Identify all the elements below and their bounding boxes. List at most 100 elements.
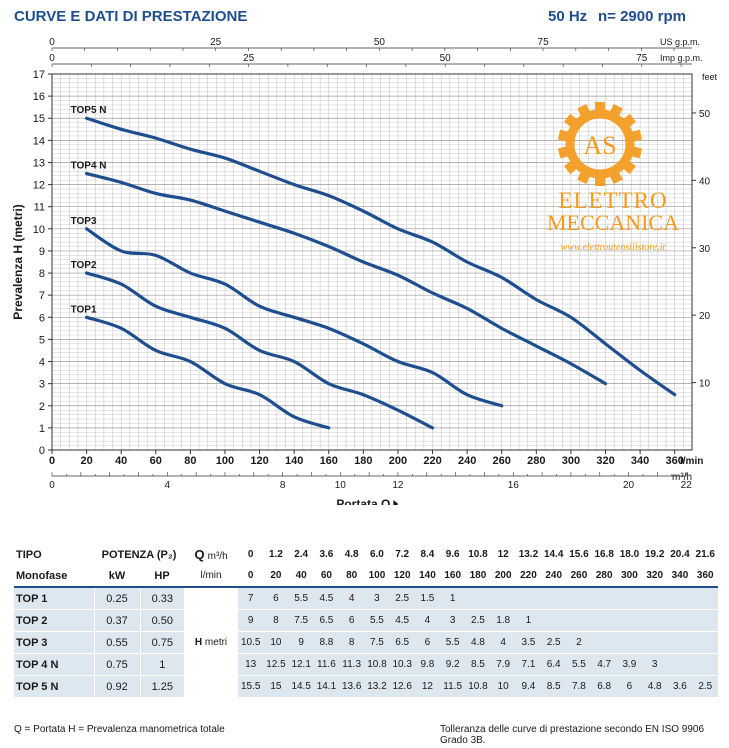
logo-gear-tooth bbox=[564, 113, 580, 130]
y-tick-label: 6 bbox=[39, 312, 45, 324]
x-tick-label: 120 bbox=[250, 455, 268, 467]
q-m3h-value: 15.6 bbox=[566, 544, 592, 565]
series-line-top1 bbox=[84, 315, 331, 430]
logo-gear-tooth bbox=[608, 103, 623, 120]
x-tick-label: 40 bbox=[115, 455, 127, 467]
q-lmin-value: 180 bbox=[465, 565, 491, 588]
q-m3h-value: 16.8 bbox=[591, 544, 617, 565]
y-tick-label: 16 bbox=[33, 91, 45, 103]
col-hp: HP bbox=[140, 565, 185, 588]
y-tick-label: 5 bbox=[39, 334, 45, 346]
head-value: 9.4 bbox=[515, 675, 542, 698]
series-line-top3 bbox=[84, 227, 504, 408]
head-value: 7.1 bbox=[515, 653, 542, 676]
pump-model: TOP 4 N bbox=[14, 653, 95, 676]
h-label: H bbox=[194, 637, 203, 648]
head-value: 7.9 bbox=[490, 653, 516, 676]
q-m3h-unit: m³/h bbox=[207, 551, 228, 562]
head-value bbox=[692, 609, 718, 632]
head-value bbox=[667, 631, 693, 654]
feet-unit-label: feet bbox=[702, 72, 718, 82]
head-value: 2.5 bbox=[692, 675, 718, 698]
us-gpm-unit-label: US g.p.m. bbox=[660, 37, 700, 47]
y-tick-label: 13 bbox=[33, 157, 45, 169]
y-tick-label: 17 bbox=[33, 69, 45, 81]
logo-gear-icon bbox=[557, 102, 643, 186]
x-tick-label: 260 bbox=[493, 455, 511, 467]
us-gpm-tick-label: 25 bbox=[210, 37, 222, 48]
head-value bbox=[642, 587, 668, 610]
head-value: 12 bbox=[414, 675, 441, 698]
q-lmin-value: 280 bbox=[591, 565, 617, 588]
table-row: TOP 5 N 0.92 1.25 15.5 15 14.5 14.1 13.6 13.2 12.… bbox=[14, 675, 718, 698]
performance-table: TIPO POTENZA (P₂) Q m³/h 0 1.2 2.4 3.6 4.8 6.… bbox=[14, 544, 718, 698]
head-value: 6.5 bbox=[389, 631, 415, 654]
q-label-cell: Q m³/h bbox=[184, 544, 239, 565]
q-m3h-value: 6.0 bbox=[364, 544, 390, 565]
pump-model: TOP 1 bbox=[14, 587, 95, 610]
feet-tick-label: 30 bbox=[699, 244, 711, 255]
head-value: 3.5 bbox=[515, 631, 542, 654]
m3h-tick-label: 10 bbox=[335, 480, 347, 491]
logo-initials: AS bbox=[583, 131, 616, 160]
head-value: 12.1 bbox=[288, 653, 314, 676]
q-m3h-value: 3.6 bbox=[313, 544, 340, 565]
m3h-tick-label: 0 bbox=[49, 480, 55, 491]
col-monofase: Monofase bbox=[14, 565, 95, 588]
head-value: 10.3 bbox=[389, 653, 415, 676]
q-m3h-value: 13.2 bbox=[515, 544, 542, 565]
logo-gear-tooth bbox=[564, 158, 580, 175]
x-tick-label: 200 bbox=[389, 455, 407, 467]
q-m3h-value: 1.2 bbox=[263, 544, 289, 565]
q-m3h-value: 4.8 bbox=[339, 544, 365, 565]
y-tick-label: 4 bbox=[39, 357, 45, 369]
logo-gear-tooth bbox=[577, 168, 592, 185]
head-value: 2 bbox=[566, 631, 592, 654]
q-m3h-value: 8.4 bbox=[414, 544, 441, 565]
power-kw: 0.55 bbox=[93, 631, 141, 654]
x-tick-label: 140 bbox=[285, 455, 303, 467]
table-header-row-2: Monofase kW HP l/min 0 20 40 60 80 100 120 140 1… bbox=[14, 565, 718, 588]
feet-tick-label: 50 bbox=[699, 109, 711, 120]
col-tipo: TIPO bbox=[14, 544, 95, 565]
head-value: 6 bbox=[339, 609, 365, 632]
head-value: 9.8 bbox=[414, 653, 441, 676]
head-value: 12.6 bbox=[389, 675, 415, 698]
head-value bbox=[591, 631, 617, 654]
head-value bbox=[616, 609, 643, 632]
logo-gear-tooth bbox=[595, 102, 605, 114]
imp-gpm-unit-label: Imp g.p.m. bbox=[660, 53, 703, 63]
head-value: 9.2 bbox=[440, 653, 466, 676]
head-value: 4.8 bbox=[465, 631, 491, 654]
head-value bbox=[667, 587, 693, 610]
series-label: TOP3 bbox=[71, 216, 97, 227]
footer-legend: Q = Portata H = Prevalenza manometrica t… bbox=[14, 724, 225, 735]
us-gpm-tick-label: 0 bbox=[49, 37, 55, 48]
series-line-top4-n bbox=[84, 171, 608, 386]
y-tick-label: 1 bbox=[39, 423, 45, 435]
head-value: 11.5 bbox=[440, 675, 466, 698]
head-value: 9 bbox=[238, 609, 264, 632]
logo-gear-tooth bbox=[628, 129, 643, 143]
q-m3h-value: 19.2 bbox=[642, 544, 668, 565]
power-hp: 1.25 bbox=[139, 675, 185, 698]
m3h-tick-label: 8 bbox=[280, 480, 286, 491]
q-m3h-value: 12 bbox=[490, 544, 516, 565]
head-value: 3.9 bbox=[616, 653, 643, 676]
y-axis-title: Prevalenza H (metri) bbox=[11, 204, 25, 319]
q-lmin-value: 300 bbox=[616, 565, 643, 588]
q-lmin-value: 100 bbox=[364, 565, 390, 588]
head-value: 8.8 bbox=[313, 631, 340, 654]
col-kw: kW bbox=[94, 565, 141, 588]
head-value: 4.5 bbox=[389, 609, 415, 632]
power-hp: 1 bbox=[139, 653, 185, 676]
q-lmin-value: 60 bbox=[313, 565, 340, 588]
h-unit: metri bbox=[202, 637, 228, 648]
head-value bbox=[515, 587, 542, 610]
head-value: 1.8 bbox=[490, 609, 516, 632]
head-value bbox=[566, 587, 592, 610]
series-label: TOP2 bbox=[71, 260, 97, 271]
head-value: 4 bbox=[414, 609, 441, 632]
series-label: TOP4 N bbox=[71, 161, 107, 172]
x-tick-label: 0 bbox=[49, 455, 55, 467]
